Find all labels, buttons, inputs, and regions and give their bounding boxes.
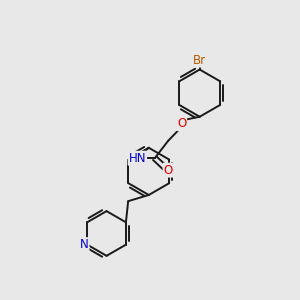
Text: HN: HN — [129, 152, 146, 165]
Text: N: N — [80, 238, 88, 251]
Text: Br: Br — [193, 54, 206, 67]
Text: O: O — [177, 117, 186, 130]
Text: O: O — [164, 164, 173, 177]
